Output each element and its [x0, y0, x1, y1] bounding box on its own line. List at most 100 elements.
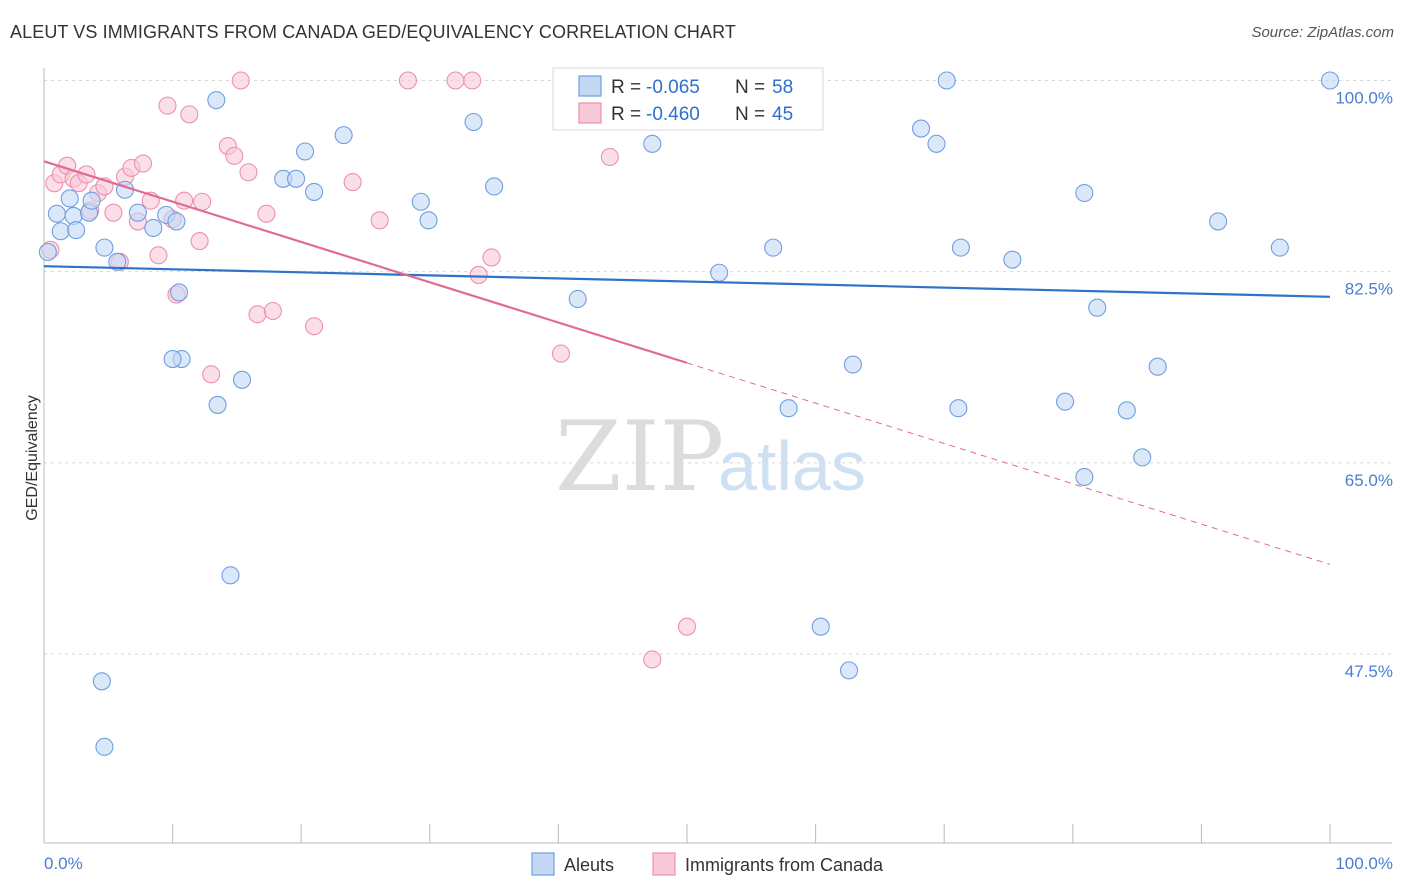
legend-label-aleuts: Aleuts [564, 855, 614, 875]
legend-r-value-2: -0.460 [646, 104, 700, 125]
point-aleuts-2 [51, 222, 70, 241]
point-aleuts-50 [1133, 448, 1152, 467]
point-canada-24 [193, 192, 212, 211]
x-tick-labels: 0.0% 100.0% [44, 854, 1393, 873]
y-axis-label: GED/Equivalency [24, 395, 41, 520]
series-immigrants-from-canada [41, 71, 697, 669]
point-canada-17 [149, 246, 168, 265]
point-canada-23 [190, 232, 209, 251]
point-canada-35 [370, 211, 389, 230]
point-canada-28 [231, 71, 250, 90]
point-aleuts-39 [912, 119, 931, 138]
correlation-legend: R = -0.065 N = 58 R = -0.460 N = 45 [552, 67, 824, 131]
point-canada-43 [643, 650, 662, 669]
legend-r-label-1: R = [611, 77, 641, 98]
point-aleuts-29 [485, 177, 504, 196]
point-aleuts-48 [1088, 298, 1107, 317]
point-aleuts-52 [1209, 212, 1228, 231]
point-canada-40 [482, 248, 501, 267]
point-aleuts-24 [305, 182, 324, 201]
point-aleuts-36 [811, 617, 830, 636]
point-aleuts-49 [1117, 401, 1136, 420]
y-tick-label-3: 47.5% [1345, 662, 1393, 681]
trend-line-aleuts [43, 265, 1331, 298]
point-aleuts-44 [1003, 250, 1022, 269]
point-canada-32 [263, 301, 282, 321]
point-canada-44 [677, 617, 697, 636]
watermark: ZIP atlas [555, 401, 866, 513]
point-canada-22 [180, 105, 199, 124]
y-tick-label-2: 65.0% [1345, 471, 1393, 490]
x-tick-label-0: 0.0% [44, 854, 83, 873]
axes [43, 68, 1392, 844]
watermark-zip: ZIP [555, 401, 724, 513]
point-aleuts-32 [710, 263, 729, 282]
legend-swatch-canada [578, 102, 602, 124]
point-aleuts-38 [843, 355, 862, 374]
point-aleuts-1 [47, 204, 66, 223]
point-aleuts-19 [221, 566, 240, 585]
point-canada-41 [551, 344, 571, 363]
point-canada-15 [133, 154, 153, 173]
point-canada-39 [469, 265, 488, 284]
point-aleuts-47 [1075, 183, 1094, 203]
point-aleuts-43 [951, 238, 970, 257]
point-aleuts-53 [1270, 238, 1289, 257]
point-canada-38 [463, 71, 482, 90]
legend-r-value-1: -0.065 [646, 77, 700, 98]
point-canada-27 [225, 146, 244, 165]
y-tick-label-1: 82.5% [1345, 280, 1393, 299]
point-aleuts-23 [296, 142, 315, 161]
point-aleuts-34 [764, 238, 783, 257]
point-aleuts-40 [927, 134, 946, 153]
y-tick-labels: 100.0% 82.5% 65.0% 47.5% [1335, 89, 1393, 682]
point-canada-30 [248, 305, 267, 324]
source-label: Source: ZipAtlas.com [1251, 24, 1394, 41]
point-aleuts-18 [208, 395, 227, 414]
point-aleuts-26 [411, 192, 430, 211]
point-aleuts-55 [92, 672, 111, 691]
trend-line-canada [43, 160, 688, 364]
point-aleuts-11 [128, 203, 147, 222]
legend-swatch-aleuts [578, 75, 602, 97]
legend-n-value-1: 58 [772, 77, 793, 98]
point-aleuts-14 [167, 212, 186, 231]
x-tick-label-1: 100.0% [1335, 854, 1393, 873]
legend-label-canada: Immigrants from Canada [685, 855, 884, 875]
watermark-atlas: atlas [718, 427, 866, 505]
point-aleuts-3 [60, 189, 79, 208]
point-canada-10 [104, 203, 123, 222]
point-aleuts-12 [144, 218, 163, 238]
point-aleuts-8 [95, 238, 114, 257]
point-canada-33 [305, 317, 324, 336]
point-canada-25 [202, 365, 221, 384]
trend-line-canada-extension [686, 362, 1331, 565]
point-aleuts-46 [1075, 467, 1094, 487]
point-aleuts-25 [334, 126, 353, 145]
point-aleuts-15 [169, 283, 189, 302]
point-aleuts-41 [937, 71, 956, 90]
point-aleuts-27 [419, 211, 438, 230]
point-aleuts-28 [464, 112, 483, 132]
point-aleuts-31 [643, 134, 662, 153]
point-aleuts-51 [1148, 357, 1167, 376]
point-aleuts-20 [232, 370, 252, 389]
legend-n-value-2: 45 [772, 104, 793, 125]
chart-title: ALEUT VS IMMIGRANTS FROM CANADA GED/EQUI… [10, 22, 736, 42]
point-canada-42 [600, 147, 619, 167]
series-legend: Aleuts Immigrants from Canada [531, 852, 884, 876]
point-canada-31 [257, 204, 276, 223]
y-tick-label-0: 100.0% [1335, 89, 1393, 108]
point-aleuts-17 [207, 91, 226, 110]
point-aleuts-5 [67, 221, 86, 240]
point-canada-37 [446, 71, 465, 90]
point-aleuts-30 [568, 289, 587, 309]
point-aleuts-7 [82, 191, 101, 210]
legend-r-label-2: R = [611, 104, 641, 125]
point-aleuts-54 [1320, 71, 1340, 90]
point-aleuts-0 [38, 242, 57, 262]
point-aleuts-57 [163, 350, 182, 369]
point-aleuts-45 [1056, 392, 1075, 411]
point-aleuts-37 [839, 661, 859, 680]
